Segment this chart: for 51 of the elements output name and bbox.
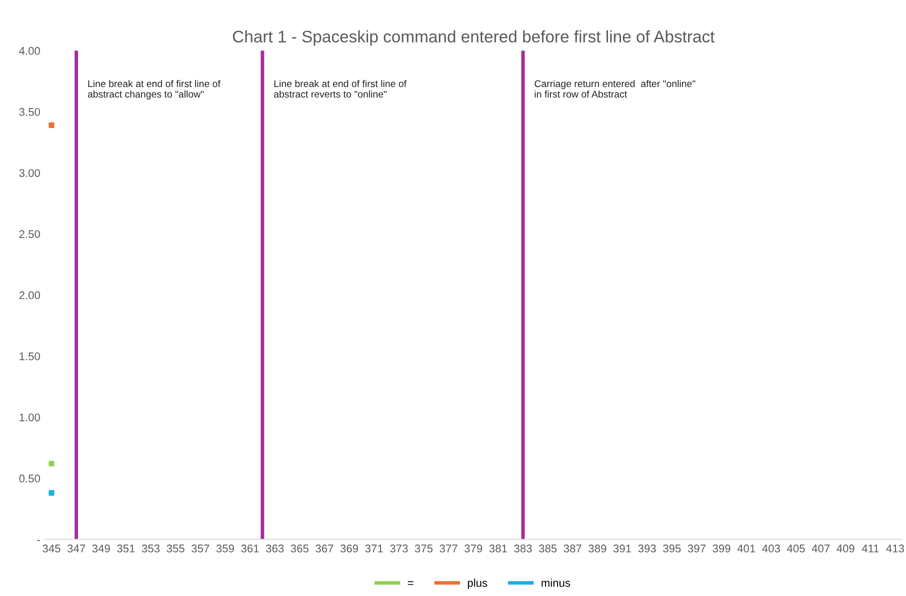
x-tick-label: 405 bbox=[786, 544, 805, 552]
y-tick-label: 1.50 bbox=[20, 352, 40, 360]
y-tick-label: 2.50 bbox=[19, 230, 40, 238]
x-tick-label: 395 bbox=[663, 544, 681, 552]
x-tick-label: 403 bbox=[762, 544, 780, 552]
x-tick-label: 399 bbox=[712, 544, 730, 552]
x-tick-label: 413 bbox=[886, 544, 904, 552]
x-tick-label: 347 bbox=[67, 544, 86, 552]
x-tick-label: 409 bbox=[836, 544, 854, 552]
x-tick-label: 353 bbox=[142, 544, 160, 552]
x-tick-label: 357 bbox=[192, 544, 210, 552]
x-tick-label: 393 bbox=[638, 544, 656, 552]
y-tick-label: - bbox=[37, 540, 40, 541]
x-tick-label: 345 bbox=[42, 544, 60, 552]
x-tick-label: 389 bbox=[588, 544, 606, 552]
x-tick-label: 349 bbox=[92, 544, 110, 552]
legend-label: minus bbox=[542, 578, 570, 587]
y-tick-label: 1.00 bbox=[20, 413, 40, 422]
ref-line-label: Line break at end of first line of abstract reverts to "online" bbox=[274, 80, 407, 98]
y-tick-label: 3.00 bbox=[19, 169, 40, 177]
x-tick-label: 355 bbox=[166, 544, 184, 552]
x-tick-label: 385 bbox=[538, 544, 557, 552]
legend-label: = bbox=[408, 581, 414, 585]
x-tick-label: 397 bbox=[688, 544, 706, 552]
x-tick-label: 383 bbox=[514, 544, 532, 552]
x-tick-label: 361 bbox=[241, 544, 259, 552]
x-tick-label: 407 bbox=[812, 544, 830, 552]
x-tick-label: 367 bbox=[316, 544, 334, 552]
x-tick-label: 365 bbox=[290, 544, 308, 552]
x-tick-label: 387 bbox=[564, 544, 582, 552]
x-tick-label: 377 bbox=[440, 544, 458, 552]
x-tick-label: 379 bbox=[464, 544, 482, 552]
x-tick-label: 381 bbox=[489, 544, 507, 552]
ref-line-label: Carriage return entered after "online" in first row of Abstract bbox=[534, 80, 696, 98]
x-tick-label: 375 bbox=[414, 544, 433, 552]
x-tick-label: 351 bbox=[117, 544, 135, 552]
y-tick-label: 3.50 bbox=[19, 108, 40, 116]
y-tick-label: 2.00 bbox=[19, 291, 40, 300]
legend-label: plus bbox=[468, 578, 488, 590]
x-tick-label: 371 bbox=[365, 544, 383, 552]
x-tick-label: 369 bbox=[340, 544, 358, 552]
x-tick-label: 401 bbox=[737, 544, 756, 552]
y-tick-label: 0.50 bbox=[19, 474, 40, 482]
chart-title: Chart 1 - Spaceskip command entered before first line of Abstract bbox=[232, 30, 715, 46]
x-tick-label: 373 bbox=[390, 544, 408, 552]
x-tick-label: 363 bbox=[266, 544, 284, 552]
x-tick-label: 411 bbox=[862, 544, 879, 552]
x-tick-label: 359 bbox=[216, 544, 234, 552]
x-tick-label: 391 bbox=[613, 544, 632, 552]
y-tick-label: 4.00 bbox=[19, 46, 40, 55]
ref-line-label: Line break at end of first line of abstract changes to "allow" bbox=[88, 80, 220, 100]
